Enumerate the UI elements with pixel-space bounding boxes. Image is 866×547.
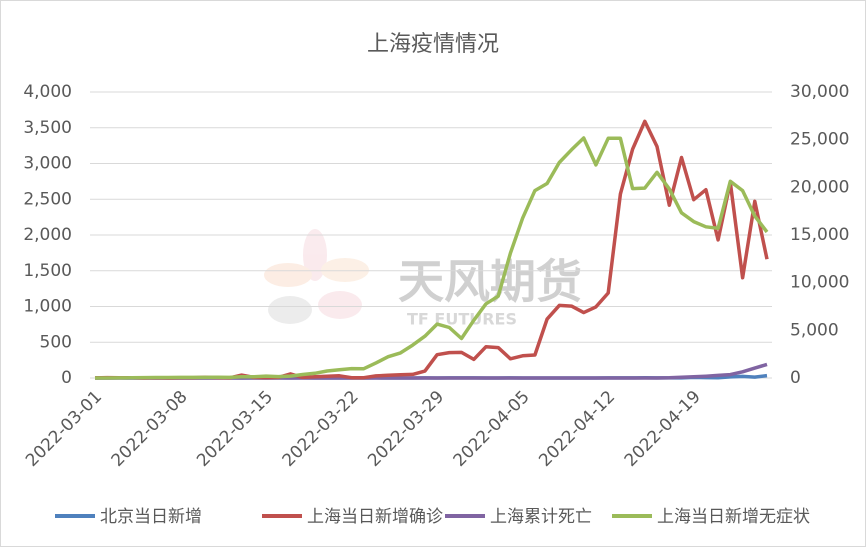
y2-tick-label: 5,000 [790, 320, 839, 340]
y-tick-label: 0 [61, 368, 72, 388]
y2-tick-label: 20,000 [790, 177, 849, 197]
y-tick-label: 4,000 [23, 82, 72, 102]
y2-tick-label: 0 [790, 368, 801, 388]
y2-tick-label: 25,000 [790, 130, 849, 150]
y2-tick-label: 10,000 [790, 273, 849, 293]
legend-label: 上海当日新增无症状 [657, 507, 810, 527]
y-tick-label: 3,500 [23, 118, 72, 138]
y-tick-label: 3,000 [23, 154, 72, 174]
y-tick-label: 500 [40, 332, 72, 352]
y-tick-label: 2,500 [23, 189, 72, 209]
watermark-logo [264, 229, 369, 324]
y2-tick-label: 15,000 [790, 225, 849, 245]
y-tick-label: 1,500 [23, 261, 72, 281]
y-tick-label: 1,000 [23, 297, 72, 317]
series-line [95, 136, 769, 380]
legend-label: 北京当日新增 [100, 507, 202, 527]
legend-label: 上海累计死亡 [490, 507, 592, 527]
chart-title: 上海疫情情况 [367, 32, 499, 57]
y2-tick-label: 30,000 [790, 82, 849, 102]
y-tick-label: 2,000 [23, 225, 72, 245]
legend-label: 上海当日新增确诊 [307, 507, 443, 527]
watermark: TF FUTURES [407, 310, 517, 329]
